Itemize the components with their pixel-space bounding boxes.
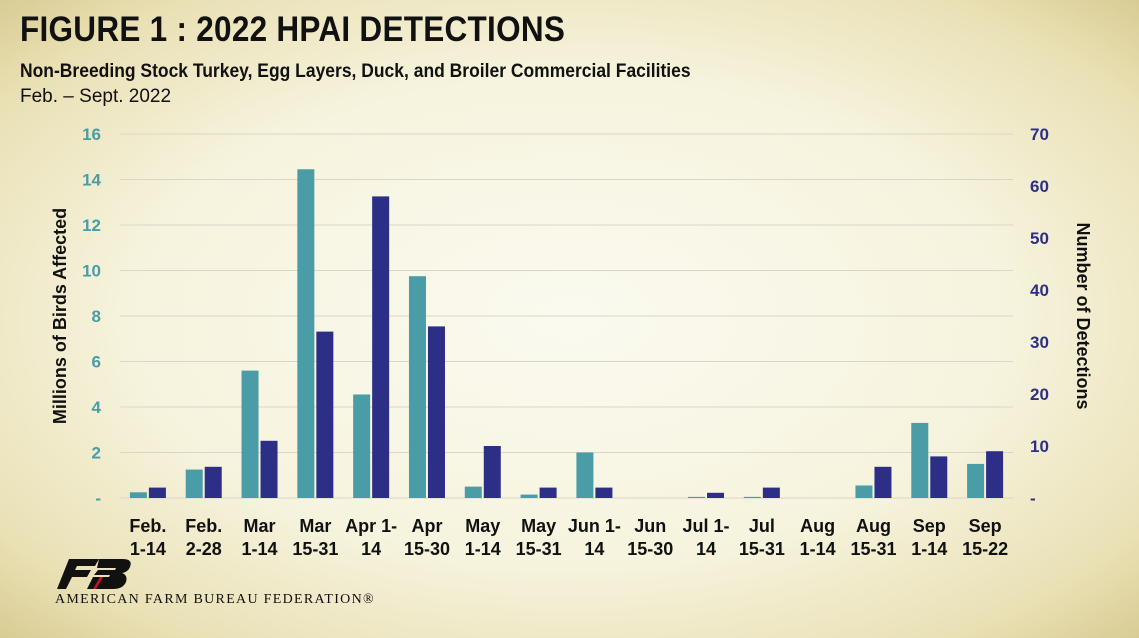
bar-birds-affected <box>241 370 259 498</box>
category-label: 15-30 <box>404 539 450 559</box>
bar-birds-affected <box>967 463 985 498</box>
category-label: 14 <box>696 539 716 559</box>
category-label: Jul 1- <box>683 516 730 536</box>
bar-birds-affected <box>129 492 147 498</box>
bar-birds-affected <box>464 486 482 498</box>
right-axis-tick-label: 10 <box>1030 437 1049 456</box>
right-axis-tick-label: 20 <box>1030 385 1049 404</box>
bar-birds-affected <box>855 485 873 498</box>
bar-birds-affected <box>743 496 761 498</box>
bar-birds-affected <box>520 494 538 498</box>
farm-bureau-logo <box>57 559 131 589</box>
left-axis-tick-label: 16 <box>82 125 101 144</box>
category-label: May <box>465 516 500 536</box>
category-label: Jun <box>634 516 666 536</box>
bar-birds-affected <box>911 422 929 498</box>
category-label: 15-31 <box>292 539 338 559</box>
category-label: Sep <box>969 516 1002 536</box>
category-label: 1-14 <box>130 539 166 559</box>
right-axis-tick-label: - <box>1030 489 1036 508</box>
left-axis-title: Millions of Birds Affected <box>50 208 70 424</box>
category-label: 15-31 <box>850 539 896 559</box>
bar-detections <box>707 492 725 498</box>
bar-detections <box>372 196 390 498</box>
left-axis-tick-label: 8 <box>92 307 101 326</box>
right-axis-tick-label: 30 <box>1030 333 1049 352</box>
category-label: Sep <box>913 516 946 536</box>
bar-detections <box>260 440 278 498</box>
bar-detections <box>595 487 613 498</box>
category-label: 15-22 <box>962 539 1008 559</box>
bar-detections <box>483 446 501 498</box>
left-axis-tick-label: 2 <box>92 444 101 463</box>
left-axis-tick-label: 12 <box>82 216 101 235</box>
bar-birds-affected <box>353 394 371 498</box>
bar-birds-affected <box>297 169 315 498</box>
category-label: May <box>521 516 556 536</box>
category-label: Aug <box>856 516 891 536</box>
category-label: 15-31 <box>739 539 785 559</box>
bar-birds-affected <box>688 496 706 498</box>
bar-detections <box>316 331 334 498</box>
category-label: Feb. <box>129 516 166 536</box>
category-label: Feb. <box>185 516 222 536</box>
bar-detections <box>762 487 780 498</box>
category-label: 1-14 <box>465 539 501 559</box>
category-label: Jun 1- <box>568 516 621 536</box>
left-axis-tick-label: 6 <box>92 353 101 372</box>
bar-detections <box>539 487 557 498</box>
category-label: 1-14 <box>242 539 278 559</box>
category-label: Mar <box>244 516 276 536</box>
bar-detections <box>427 326 445 498</box>
bar-birds-affected <box>576 452 594 498</box>
category-label: 15-30 <box>627 539 673 559</box>
category-label: Mar <box>299 516 331 536</box>
category-label: 1-14 <box>800 539 836 559</box>
date-range: Feb. – Sept. 2022 <box>20 86 172 107</box>
bar-detections <box>930 456 948 498</box>
bar-birds-affected <box>408 276 426 498</box>
left-axis-tick-label: - <box>95 489 101 508</box>
chart-title: FIGURE 1 : 2022 HPAI DETECTIONS <box>20 10 566 49</box>
left-axis-tick-label: 14 <box>82 171 101 190</box>
category-label: 1-14 <box>911 539 947 559</box>
bar-detections <box>148 487 166 498</box>
org-name: AMERICAN FARM BUREAU FEDERATION® <box>55 592 375 607</box>
bar-detections <box>204 466 222 498</box>
right-axis-tick-label: 50 <box>1030 229 1049 248</box>
right-axis-title: Number of Detections <box>1073 222 1093 409</box>
category-label: Jul <box>749 516 775 536</box>
right-axis-tick-label: 60 <box>1030 177 1049 196</box>
category-label: Apr 1- <box>345 516 397 536</box>
category-label: 15-31 <box>516 539 562 559</box>
chart-subtitle: Non-Breeding Stock Turkey, Egg Layers, D… <box>20 61 691 82</box>
category-label: Aug <box>800 516 835 536</box>
left-axis-tick-label: 4 <box>92 398 102 417</box>
bar-birds-affected <box>185 469 203 498</box>
category-label: Apr <box>411 516 442 536</box>
bar-detections <box>986 451 1004 498</box>
category-label: 14 <box>584 539 604 559</box>
category-label: 14 <box>361 539 381 559</box>
bar-detections <box>874 466 892 498</box>
category-label: 2-28 <box>186 539 222 559</box>
right-axis-tick-label: 70 <box>1030 125 1049 144</box>
left-axis-tick-label: 10 <box>82 262 101 281</box>
right-axis-tick-label: 40 <box>1030 281 1049 300</box>
